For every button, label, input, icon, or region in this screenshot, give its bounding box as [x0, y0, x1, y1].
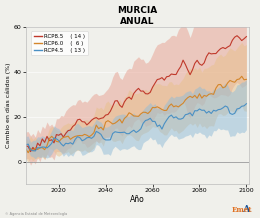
Text: Emet: Emet — [232, 206, 252, 214]
Title: MURCIA
ANUAL: MURCIA ANUAL — [117, 5, 158, 26]
Y-axis label: Cambio en días cálidos (%): Cambio en días cálidos (%) — [5, 63, 11, 148]
Text: A: A — [242, 205, 250, 214]
Text: © Agencia Estatal de Meteorología: © Agencia Estatal de Meteorología — [5, 212, 67, 216]
X-axis label: Año: Año — [130, 195, 145, 204]
Legend: RCP8.5    ( 14 ), RCP6.0    (  6 ), RCP4.5    ( 13 ): RCP8.5 ( 14 ), RCP6.0 ( 6 ), RCP4.5 ( 13… — [31, 31, 88, 55]
